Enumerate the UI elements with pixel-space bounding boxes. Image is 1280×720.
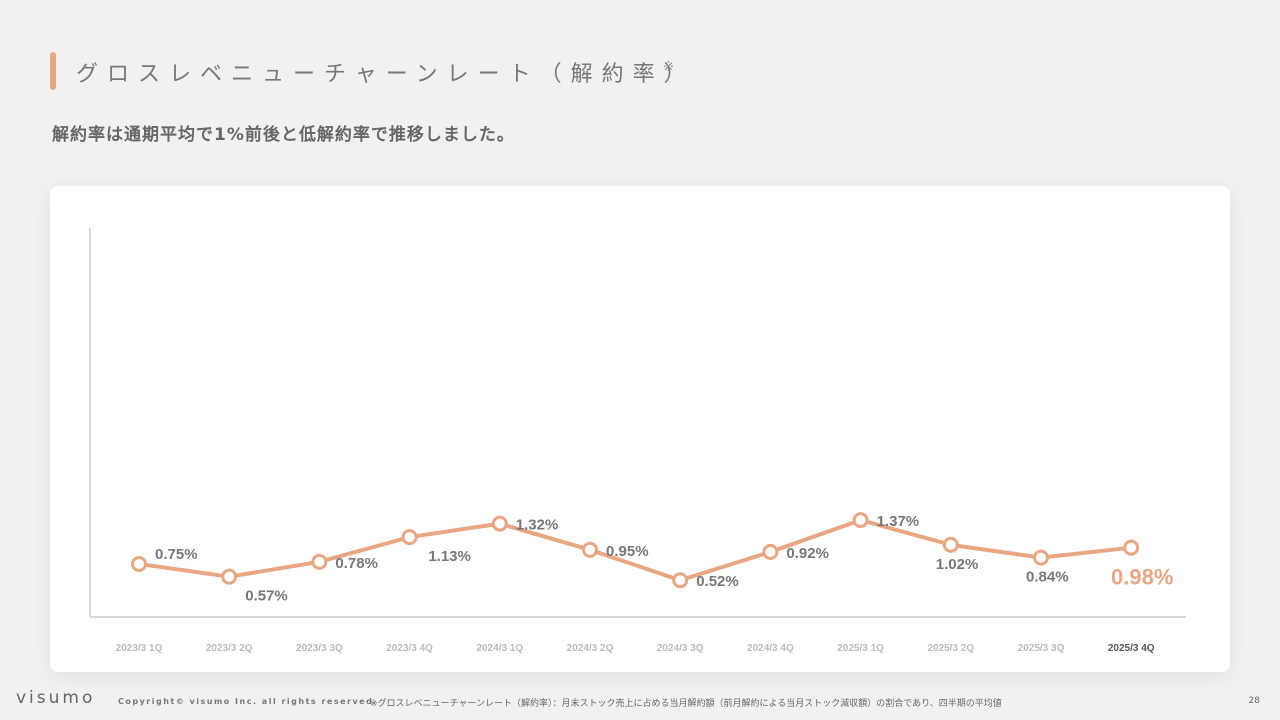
- title-note-mark: ※: [663, 60, 674, 75]
- x-tick-label: 2023/3 3Q: [296, 643, 343, 654]
- x-tick-label: 2024/3 3Q: [657, 643, 704, 654]
- data-label: 1.13%: [428, 548, 471, 565]
- x-tick-label: 2024/3 1Q: [476, 643, 523, 654]
- data-label: 0.78%: [335, 555, 378, 572]
- copyright-text: Copyright© visumo Inc. all rights reserv…: [118, 697, 374, 706]
- data-label: 1.02%: [936, 556, 979, 573]
- churn-line-chart: 0.75% 0.57% 0.78% 1.13% 1.32% 0.95% 0.52% 0.92%…: [89, 228, 1186, 654]
- data-point: [221, 568, 238, 585]
- footnote: ※グロスレベニューチャーンレート（解約率）：月末ストック売上に占める当月解約額（…: [370, 699, 1002, 709]
- data-label: 0.75%: [155, 546, 198, 563]
- page-number: 28: [1248, 696, 1260, 706]
- x-tick-label: 2023/3 1Q: [116, 643, 163, 654]
- x-tick-label: 2025/3 4Q: [1108, 643, 1155, 654]
- visumo-logo: visumo: [16, 688, 96, 708]
- page-title: グロスレベニューチャーンレート（解約率）: [76, 62, 695, 87]
- x-tick-label: 2025/3 2Q: [927, 643, 974, 654]
- data-point: [131, 555, 147, 572]
- x-tick-label: 2023/3 4Q: [386, 643, 433, 654]
- data-point: [582, 541, 598, 558]
- data-point: [762, 543, 779, 560]
- series-line: [137, 518, 1134, 583]
- x-tick-label: 2025/3 3Q: [1018, 643, 1065, 654]
- data-point: [491, 515, 508, 532]
- x-tick-label: 2024/3 4Q: [747, 643, 794, 654]
- data-label: 0.57%: [245, 588, 288, 605]
- title-accent-bar: [50, 52, 56, 90]
- page-subtitle: 解約率は通期平均で1%前後と低解約率で推移しました。: [52, 125, 515, 145]
- data-point: [672, 572, 689, 589]
- data-label: 1.37%: [877, 513, 920, 530]
- data-label: 0.98%: [1111, 565, 1173, 590]
- x-tick-label: 2023/3 2Q: [206, 643, 253, 654]
- x-tick-label: 2025/3 1Q: [837, 643, 884, 654]
- data-point: [311, 553, 328, 570]
- data-label: 0.95%: [606, 543, 649, 560]
- x-tick-label: 2024/3 2Q: [567, 643, 614, 654]
- data-point: [1123, 539, 1140, 556]
- data-label: 0.84%: [1026, 569, 1069, 586]
- data-point: [1033, 549, 1049, 566]
- data-label: 1.32%: [516, 517, 559, 534]
- data-point: [942, 536, 959, 553]
- chart-card: 0.75% 0.57% 0.78% 1.13% 1.32% 0.95% 0.52% 0.92%…: [50, 186, 1230, 672]
- data-label: 0.92%: [786, 545, 829, 562]
- data-label: 0.52%: [696, 573, 739, 590]
- data-point: [852, 512, 869, 529]
- data-point: [401, 529, 418, 546]
